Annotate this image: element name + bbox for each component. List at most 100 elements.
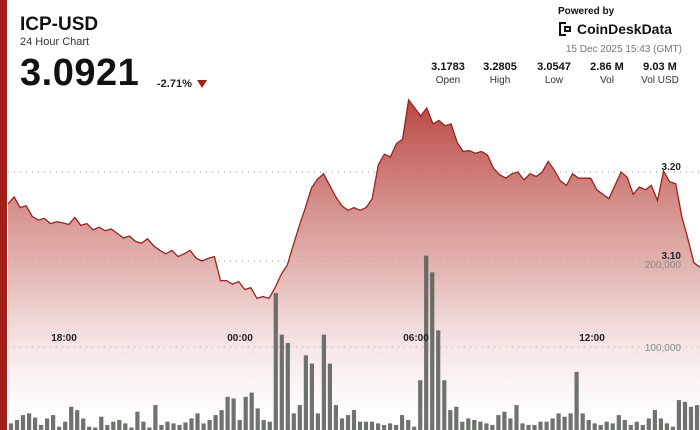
- volume-bar: [448, 410, 453, 430]
- volume-bar: [388, 423, 393, 430]
- volume-bar: [604, 421, 609, 430]
- stat-open-value: 3.1783: [431, 61, 465, 73]
- price-line: [7, 98, 700, 300]
- stat-high: 3.2805 High: [470, 61, 530, 86]
- volume-bar: [315, 413, 320, 430]
- volume-bar: [369, 421, 375, 430]
- stat-vol: 2.86 M Vol: [577, 61, 637, 86]
- volume-bar: [279, 334, 284, 430]
- x-tick-label: 18:00: [51, 333, 77, 344]
- volume-bar: [231, 398, 236, 430]
- down-arrow-icon: [197, 80, 207, 88]
- x-tick-label: 12:00: [579, 333, 605, 344]
- volume-bar: [394, 425, 399, 430]
- stat-vol-usd: 9.03 M Vol USD: [630, 61, 690, 86]
- volume-bar: [93, 427, 98, 430]
- volume-bar: [472, 420, 477, 430]
- volume-bar: [237, 420, 242, 430]
- volume-tick-label: 100,000: [645, 343, 682, 354]
- volume-bar: [652, 410, 657, 430]
- volume-bar: [51, 415, 56, 430]
- volume-bar: [514, 405, 519, 430]
- volume-bar: [273, 293, 278, 430]
- volume-bar: [177, 425, 182, 430]
- volume-bar: [105, 425, 110, 430]
- volume-tick-label: 200,000: [645, 260, 682, 271]
- volume-bar: [123, 423, 128, 430]
- volume-bar: [8, 423, 14, 430]
- volume-bar: [490, 425, 495, 430]
- volume-bar: [412, 426, 417, 430]
- volume-bar: [538, 421, 543, 430]
- volume-bar: [141, 421, 146, 430]
- brand-name: CoinDeskData: [577, 21, 672, 37]
- volume-bar: [436, 330, 441, 430]
- volume-bar: [87, 426, 92, 430]
- chart-subtitle: 24 Hour Chart: [20, 36, 90, 48]
- stat-low-label: Low: [544, 75, 564, 86]
- volume-bar: [159, 425, 164, 430]
- volume-bar: [261, 420, 266, 430]
- volume-bar: [610, 423, 615, 430]
- stat-open: 3.1783 Open: [418, 61, 478, 86]
- volume-bar: [544, 421, 549, 430]
- volume-bar: [75, 410, 80, 430]
- volume-bar: [345, 415, 351, 430]
- stat-low-value: 3.0547: [537, 61, 571, 73]
- volume-bar: [658, 418, 663, 430]
- price-tick-label: 3.20: [662, 162, 682, 173]
- volume-bar: [592, 423, 597, 430]
- volume-bar: [532, 425, 537, 430]
- volume-bar: [616, 415, 621, 430]
- volume-bar: [640, 425, 645, 430]
- volume-bar: [255, 408, 260, 430]
- volume-bar: [382, 425, 387, 430]
- volume-bar: [321, 334, 326, 430]
- volume-bar: [562, 416, 567, 430]
- x-tick-label: 06:00: [403, 333, 429, 344]
- volume-bar: [33, 417, 38, 430]
- volume-bar: [291, 413, 296, 430]
- coindesk-logo-icon: [559, 22, 571, 36]
- volume-bar: [622, 420, 627, 430]
- volume-bar: [526, 425, 531, 430]
- volume-bar: [147, 427, 152, 430]
- volume-bar: [69, 406, 74, 430]
- volume-bar: [400, 415, 405, 430]
- volume-bar: [574, 371, 579, 430]
- volume-bar: [550, 418, 555, 430]
- volume-bar: [424, 255, 429, 430]
- volume-bar: [634, 421, 639, 430]
- volume-bar: [297, 405, 302, 430]
- volume-bar: [219, 410, 224, 430]
- volume-bar: [568, 413, 573, 430]
- volume-bar: [466, 418, 471, 430]
- stat-high-value: 3.2805: [483, 61, 517, 73]
- volume-bar: [117, 420, 122, 430]
- volume-bar: [586, 420, 591, 430]
- volume-bar: [357, 421, 363, 430]
- volume-bar: [207, 420, 212, 430]
- volume-bar: [333, 405, 338, 430]
- volume-bar: [63, 421, 68, 430]
- stat-vol-usd-label: Vol USD: [641, 75, 679, 86]
- coindesk-logo[interactable]: CoinDeskData: [557, 21, 672, 37]
- volume-bar: [201, 423, 206, 430]
- pair-title: ICP-USD: [20, 14, 99, 35]
- volume-bar: [20, 415, 26, 430]
- volume-bar: [195, 413, 200, 430]
- powered-by-label: Powered by: [558, 6, 615, 17]
- stat-vol-usd-value: 9.03 M: [643, 61, 677, 73]
- accent-bar: [0, 0, 7, 430]
- volume-bar: [580, 413, 585, 430]
- volume-bar: [478, 421, 483, 430]
- volume-bar: [694, 405, 700, 430]
- volume-bar: [171, 423, 176, 430]
- volume-bar: [135, 411, 140, 430]
- x-tick-label: 00:00: [227, 333, 253, 344]
- volume-bar: [664, 423, 669, 430]
- volume-bar: [363, 421, 369, 430]
- volume-bar: [45, 418, 50, 430]
- volume-bar: [14, 420, 20, 430]
- volume-bar: [189, 418, 194, 430]
